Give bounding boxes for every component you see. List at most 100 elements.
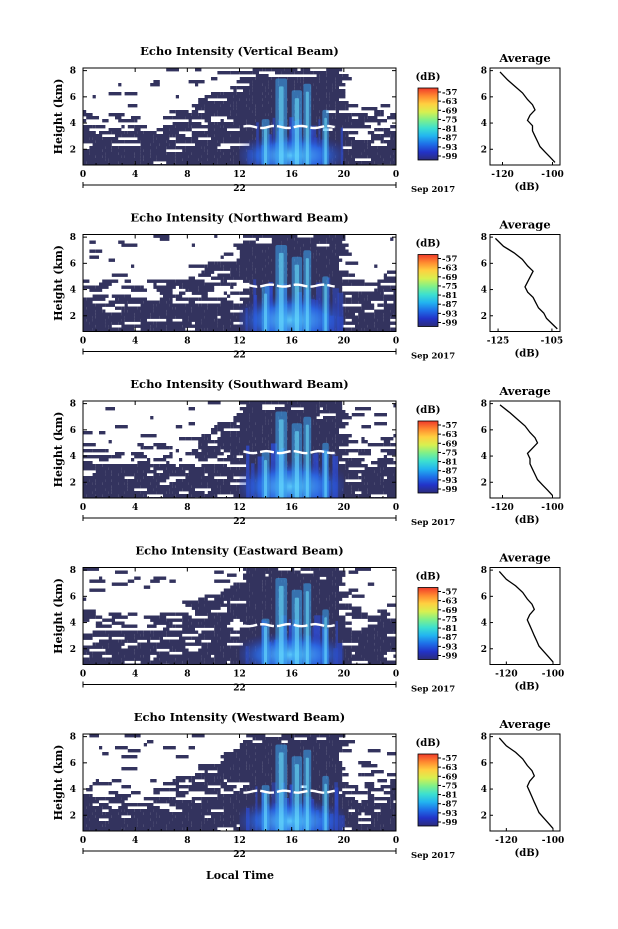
x-tick-label: 16 — [285, 670, 298, 680]
heatmap-field — [83, 68, 396, 165]
y-tick-label: 8 — [70, 400, 76, 410]
colorbar-tick-label: -57 — [442, 255, 457, 265]
heatmap-field — [83, 567, 396, 665]
average-y-tick-label: 2 — [481, 645, 487, 655]
colorbar-tick-label: -87 — [442, 300, 457, 310]
x-tick-label: 12 — [233, 503, 246, 513]
x-tick-label: 8 — [184, 503, 190, 513]
y-tick-label: 2 — [70, 478, 76, 488]
y-axis-label: Height (km) — [52, 412, 65, 488]
average-x-axis-label: (dB) — [515, 349, 540, 360]
y-tick-label: 8 — [70, 566, 76, 576]
y-axis-label: Height (km) — [52, 578, 65, 654]
colorbar-tick-label: -87 — [442, 134, 457, 144]
colorbar-tick-label: -93 — [442, 642, 457, 652]
colorbar-tick-label: -93 — [442, 809, 457, 819]
convective-core — [324, 450, 327, 498]
colorbar-tick-label: -81 — [442, 624, 457, 634]
colorbar-tick-label: -75 — [442, 615, 457, 625]
colorbar-tick-label: -63 — [442, 264, 457, 274]
panel-5: Echo Intensity (Westward Beam) 8 6 4 2 Height… — [52, 710, 564, 861]
y-tick-label: 8 — [70, 733, 76, 743]
average-x-tick-label: -100 — [541, 170, 564, 180]
date-tick-label: 22 — [233, 351, 246, 361]
average-y-tick-label: 6 — [481, 592, 487, 602]
y-tick-label: 2 — [70, 645, 76, 655]
panel-title: Echo Intensity (Southward Beam) — [130, 377, 348, 391]
average-frame — [489, 567, 561, 665]
convective-core — [264, 293, 268, 332]
average-x-axis-label: (dB) — [515, 515, 540, 526]
convective-core — [305, 591, 309, 665]
average-y-tick-label: 6 — [481, 93, 487, 103]
colorbar-tick-label: -75 — [442, 115, 457, 125]
convective-core — [294, 264, 299, 332]
average-y-tick-label: 8 — [481, 733, 487, 743]
x-tick-label: 8 — [184, 337, 190, 347]
average-x-tick-label: -125 — [487, 337, 510, 347]
heatmap-field — [83, 234, 396, 332]
date-label: Sep 2017 — [411, 851, 455, 861]
average-frame — [489, 67, 561, 166]
y-tick-label: 2 — [70, 312, 76, 322]
colorbar-unit-label: (dB) — [416, 738, 441, 749]
x-tick-label: 8 — [184, 170, 190, 180]
y-tick-label: 4 — [70, 286, 76, 296]
average-x-tick-label: -120 — [491, 170, 514, 180]
colorbar-tick-label: -93 — [442, 476, 457, 486]
average-x-tick-label: -120 — [495, 836, 518, 846]
y-tick-label: 4 — [70, 619, 76, 629]
x-tick-label: 0 — [393, 836, 399, 846]
convective-core — [278, 86, 284, 165]
colorbar-tick-label: -63 — [442, 97, 457, 107]
convective-core — [294, 98, 299, 165]
average-y-tick-label: 4 — [481, 286, 487, 296]
colorbar-tick-label: -81 — [442, 125, 457, 135]
colorbar-tick-label: -75 — [442, 282, 457, 292]
bright-band-layer — [243, 449, 335, 455]
average-x-axis-label: (dB) — [515, 182, 540, 193]
average-frame — [489, 234, 561, 332]
y-axis-label: Height (km) — [52, 745, 65, 821]
colorbar-tick-label: -99 — [442, 319, 457, 329]
average-frame — [489, 400, 561, 499]
bright-band-layer — [243, 283, 335, 288]
average-y-tick-label: 6 — [481, 259, 487, 269]
colorbar — [417, 87, 439, 161]
y-tick-label: 4 — [70, 119, 76, 129]
y-tick-label: 2 — [70, 811, 76, 821]
y-tick-label: 6 — [70, 592, 76, 602]
colorbar — [417, 420, 439, 494]
average-x-tick-label: -100 — [541, 503, 564, 513]
y-axis-label: Height (km) — [52, 245, 65, 321]
x-tick-label: 12 — [233, 670, 246, 680]
y-tick-label: 8 — [70, 233, 76, 243]
convective-core — [278, 419, 284, 498]
x-tick-label: 0 — [80, 170, 86, 180]
colorbar-unit-label: (dB) — [416, 572, 441, 583]
heatmap-field — [83, 401, 396, 498]
convective-core — [294, 597, 299, 665]
colorbar-tick-label: -75 — [442, 448, 457, 458]
panel-title: Echo Intensity (Westward Beam) — [134, 710, 345, 724]
x-tick-label: 20 — [338, 503, 351, 513]
average-x-axis-label: (dB) — [515, 848, 540, 859]
y-axis-label: Height (km) — [52, 79, 65, 155]
colorbar-tick-label: -63 — [442, 430, 457, 440]
x-tick-label: 8 — [184, 836, 190, 846]
panel-title: Echo Intensity (Eastward Beam) — [135, 544, 343, 558]
average-title: Average — [498, 384, 550, 398]
convective-core — [324, 284, 327, 332]
colorbar-tick-label: -87 — [442, 467, 457, 477]
colorbar-tick-label: -81 — [442, 291, 457, 301]
date-tick-label: 22 — [233, 184, 246, 194]
average-y-tick-label: 8 — [481, 233, 487, 243]
colorbar-tick-label: -81 — [442, 791, 457, 801]
average-title: Average — [498, 717, 550, 731]
colorbar-tick-label: -57 — [442, 588, 457, 598]
convective-core — [264, 793, 268, 831]
average-x-tick-label: -100 — [542, 836, 565, 846]
average-y-tick-label: 2 — [481, 145, 487, 155]
bright-band-layer — [243, 789, 335, 794]
colorbar-tick-label: -93 — [442, 309, 457, 319]
